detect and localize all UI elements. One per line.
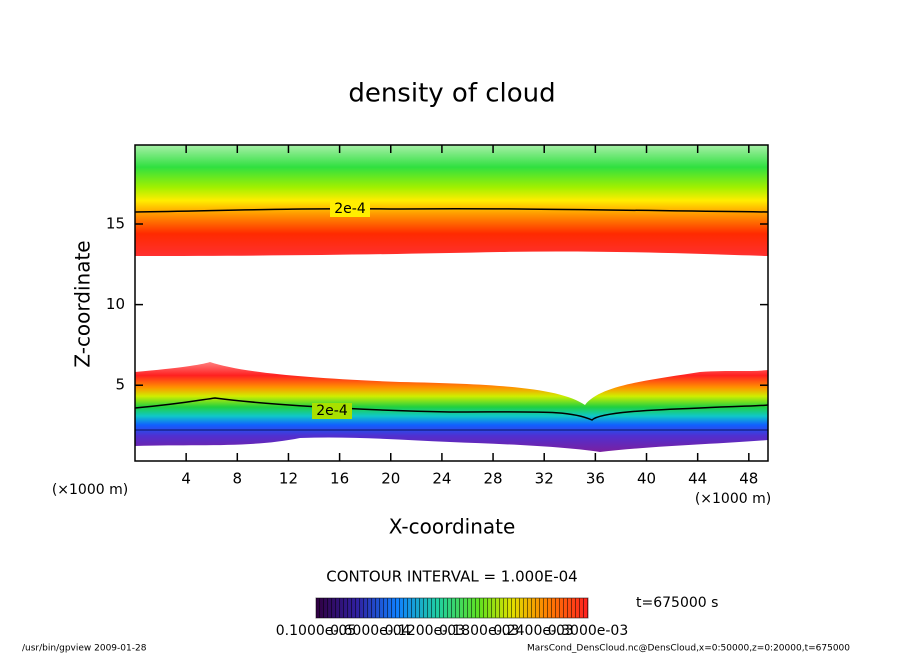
x-axis-title: X-coordinate (389, 515, 516, 539)
x-tick-label: 36 (586, 470, 605, 488)
contour-interval: CONTOUR INTERVAL = 1.000E-04 (326, 568, 577, 586)
colorbar-label: 0.1800e-03 (439, 623, 519, 639)
x-tick-label: 40 (637, 470, 656, 488)
contour-line (134, 207, 769, 213)
x-tick-label: 32 (535, 470, 554, 488)
footer-left: /usr/bin/gpview 2009-01-28 (22, 644, 147, 654)
contour-line (134, 397, 769, 421)
x-tick-label: 20 (381, 470, 400, 488)
x-tick-label: 8 (233, 470, 243, 488)
plot-frame (134, 144, 769, 462)
y-tick-label: 15 (106, 215, 125, 233)
colorbar-label: 0.1000e-05 (276, 623, 356, 639)
x-tick-label: 48 (739, 470, 758, 488)
footer-right: MarsCond_DensCloud.nc@DensCloud,x=0:5000… (527, 644, 850, 654)
colorbar-label: 0.1200e-03 (385, 623, 465, 639)
time-label: t=675000 s (636, 595, 718, 611)
contour-label-bg (330, 201, 370, 217)
colorbar-label: 0.3000e-03 (548, 623, 628, 639)
plot-area: 2e-4 2e-4 (134, 144, 769, 462)
y-tick-label: 5 (115, 376, 125, 394)
x-tick-label: 24 (432, 470, 451, 488)
contour-label: 2e-4 (334, 201, 366, 217)
colorbar-label: 0.2400e-03 (493, 623, 573, 639)
x-tick-label: 16 (330, 470, 349, 488)
x-tick-label: 4 (181, 470, 191, 488)
contour-label: 2e-4 (316, 403, 348, 419)
y-axis-title: Z-coordinate (71, 240, 95, 367)
shaded-field (135, 145, 768, 256)
x-tick-label: 12 (279, 470, 298, 488)
colorbar-label: 0.6000e-04 (330, 623, 411, 639)
y-tick-label: 10 (106, 295, 125, 313)
colorbar-frame (315, 597, 589, 619)
x-tick-label: 44 (688, 470, 707, 488)
y-unit: (×1000 m) (52, 482, 128, 498)
shaded-field (135, 362, 768, 452)
contour-label-bg (312, 403, 352, 419)
x-unit: (×1000 m) (695, 491, 771, 507)
chart-title: density of cloud (348, 79, 555, 109)
x-tick-label: 28 (484, 470, 503, 488)
